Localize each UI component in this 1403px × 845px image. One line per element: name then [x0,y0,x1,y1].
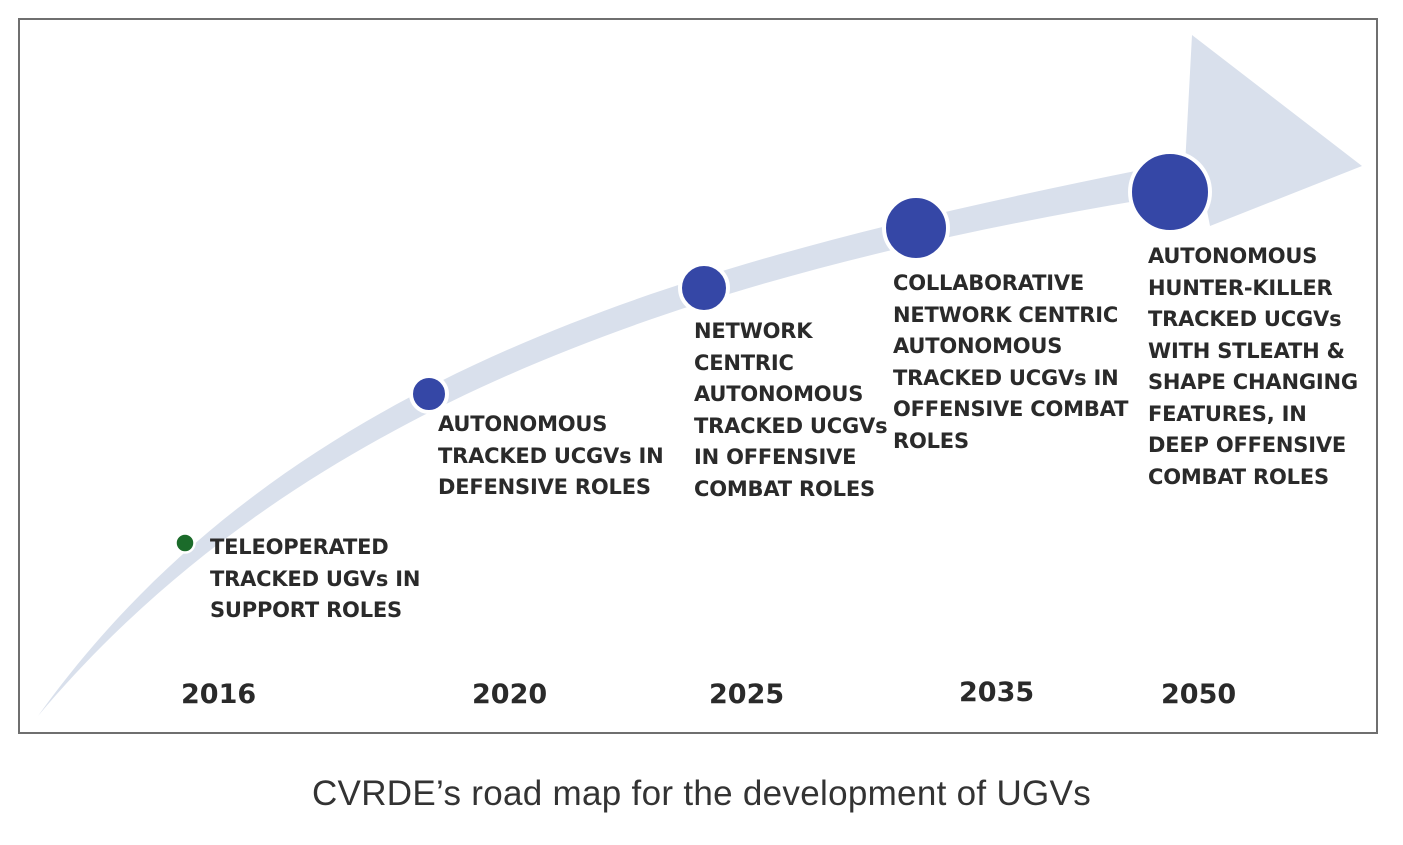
roadmap-diagram: TELEOPERATED TRACKED UGVs IN SUPPORT ROL… [18,18,1378,734]
milestone-2016-label: TELEOPERATED TRACKED UGVs IN SUPPORT ROL… [210,535,421,622]
year-2020: 2020 [472,679,548,710]
milestone-2035-label: COLLABORATIVE NETWORK CENTRIC AUTONOMOUS… [893,271,1129,453]
milestone-2020-label: AUTONOMOUS TRACKED UCGVs IN DEFENSIVE RO… [438,412,664,499]
milestone-2050-label: AUTONOMOUS HUNTER-KILLER TRACKED UCGVs W… [1148,244,1358,489]
figure-caption: CVRDE’s road map for the development of … [311,774,1091,813]
milestone-2050-marker [1128,150,1212,234]
milestone-2020-marker [409,374,449,414]
milestone-2025-label: NETWORK CENTRIC AUTONOMOUS TRACKED UCGVs… [694,319,888,501]
milestone-2016-marker [174,532,196,554]
year-2035: 2035 [959,677,1035,708]
roadmap-svg [38,35,1362,716]
milestone-2035-marker [882,194,950,262]
milestone-2025-marker [678,262,730,314]
roadmap-arrow [38,35,1362,716]
year-2050: 2050 [1161,679,1237,710]
year-2025: 2025 [709,679,785,710]
year-2016: 2016 [181,679,257,710]
